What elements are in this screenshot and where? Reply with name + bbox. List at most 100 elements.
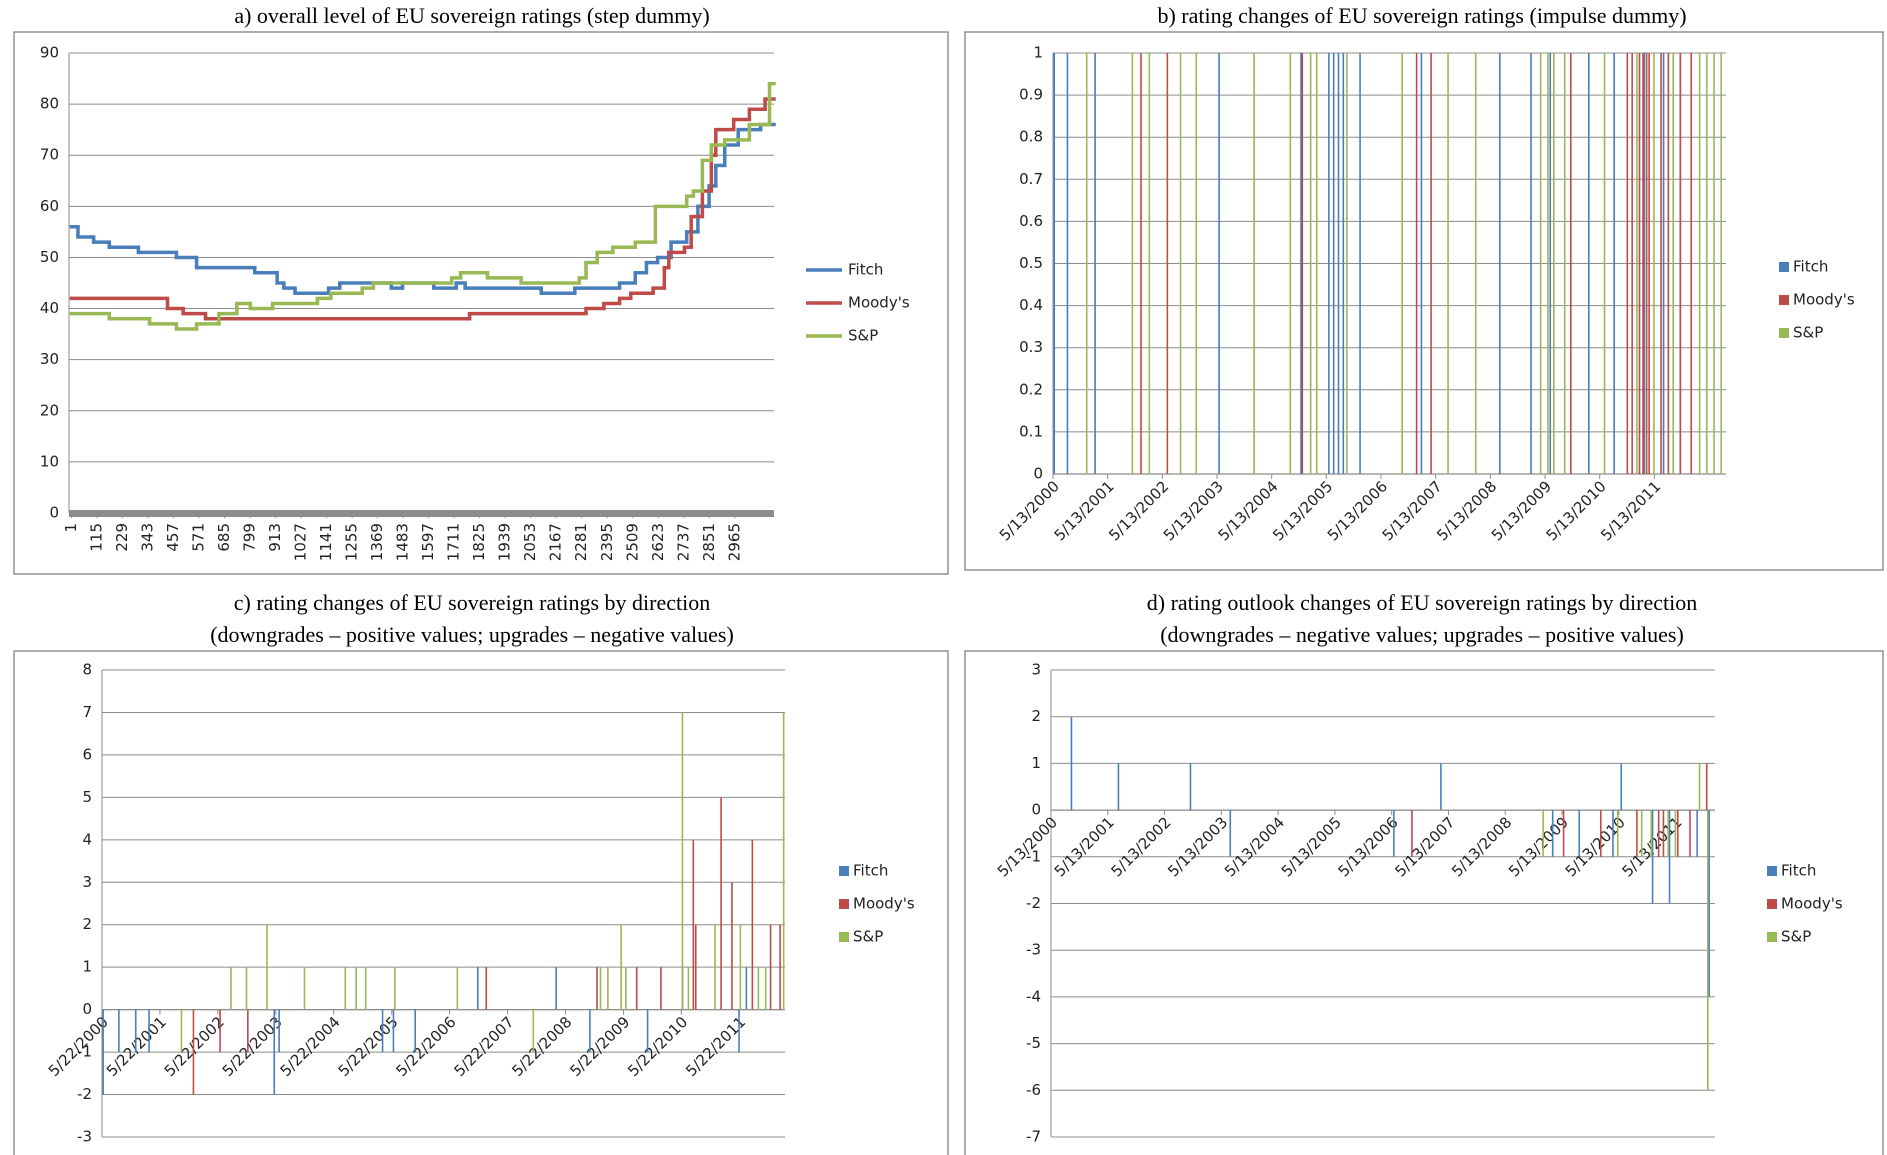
y-tick-label: -1: [77, 1043, 92, 1061]
legend-marker: [1767, 899, 1777, 909]
x-tick-label: 343: [139, 523, 157, 552]
x-tick-label: 1141: [317, 523, 335, 561]
chart-subtitle: (downgrades – positive values; upgrades …: [210, 622, 734, 647]
x-tick-label: 5/13/2010: [1562, 813, 1629, 880]
y-tick-label: 0.2: [1019, 380, 1043, 398]
y-tick-label: 0.5: [1019, 254, 1043, 272]
y-tick-label: -6: [1026, 1081, 1041, 1099]
x-tick-label: 1255: [343, 523, 361, 561]
x-tick-label: 2509: [623, 523, 641, 561]
x-tick-label: 5/13/2007: [1391, 813, 1458, 880]
x-tick-label: 5/22/2010: [624, 1013, 691, 1080]
y-tick-label: 0: [49, 504, 59, 522]
y-tick-label: -2: [1026, 894, 1041, 912]
y-tick-label: -5: [1026, 1034, 1041, 1052]
x-tick-label: 5/22/2006: [392, 1013, 459, 1080]
x-tick-label: 2851: [700, 523, 718, 561]
legend-label: Moody's: [1793, 291, 1855, 309]
y-tick-label: 8: [82, 661, 92, 679]
y-tick-label: 10: [40, 452, 59, 470]
x-tick-label: 1: [62, 523, 80, 533]
y-tick-label: 1: [1031, 754, 1041, 772]
y-tick-label: 6: [82, 745, 92, 763]
chart-title: a) overall level of EU sovereign ratings…: [234, 3, 709, 28]
y-tick-label: 0.6: [1019, 212, 1043, 230]
chart-subtitle: (downgrades – negative values; upgrades …: [1160, 622, 1684, 647]
y-tick-label: 40: [40, 299, 59, 317]
x-tick-label: 1939: [496, 523, 514, 561]
x-tick-label: 5/13/2002: [1107, 813, 1174, 880]
y-tick-label: -7: [1026, 1128, 1041, 1146]
legend-label: Fitch: [1793, 258, 1828, 276]
y-tick-label: -3: [1026, 941, 1041, 959]
x-tick-label: 5/13/2001: [1051, 813, 1118, 880]
x-tick-label: 5/22/2004: [277, 1013, 344, 1080]
y-tick-label: 0: [82, 1000, 92, 1018]
y-tick-label: 50: [40, 248, 59, 266]
y-tick-label: 0.9: [1019, 86, 1043, 104]
x-tick-label: 5/13/2004: [1221, 813, 1288, 880]
x-tick-label: 5/22/2009: [566, 1013, 633, 1080]
legend-marker: [1779, 262, 1789, 272]
y-tick-label: 1: [1033, 44, 1043, 62]
y-tick-label: 0.8: [1019, 128, 1043, 146]
legend-label: S&P: [853, 928, 883, 946]
panel-frame: [13, 650, 949, 1155]
y-tick-label: 1: [82, 958, 92, 976]
y-tick-label: 0: [1033, 465, 1043, 483]
y-tick-label: 60: [40, 197, 59, 215]
y-tick-label: 30: [40, 350, 59, 368]
legend-label: Fitch: [1781, 862, 1816, 880]
y-tick-label: -4: [1026, 987, 1041, 1005]
x-tick-label: 799: [241, 523, 259, 552]
y-tick-label: 7: [82, 703, 92, 721]
x-tick-label: 5/13/2009: [1505, 813, 1572, 880]
x-tick-label: 5/13/2008: [1448, 813, 1515, 880]
legend-label: Fitch: [848, 261, 883, 279]
legend-marker: [1767, 932, 1777, 942]
x-tick-label: 685: [215, 523, 233, 552]
x-tick-label: 457: [164, 523, 182, 552]
y-tick-label: 3: [1031, 661, 1041, 679]
y-tick-label: -2: [77, 1085, 92, 1103]
x-tick-label: 2965: [725, 523, 743, 561]
legend-marker: [839, 866, 849, 876]
legend-label: S&P: [1781, 928, 1811, 946]
chart-title: c) rating changes of EU sovereign rating…: [234, 590, 711, 615]
x-tick-label: 1027: [292, 523, 310, 561]
panel-frame: [13, 31, 949, 575]
legend-label: Moody's: [848, 294, 910, 312]
y-tick-label: 4: [82, 830, 92, 848]
x-tick-label: 5/13/2006: [1335, 813, 1402, 880]
x-tick-label: 2167: [547, 523, 565, 561]
x-tick-label: 5/22/2007: [450, 1013, 517, 1080]
legend-label: Fitch: [853, 862, 888, 880]
legend-marker: [1779, 295, 1789, 305]
chart-title: d) rating outlook changes of EU sovereig…: [1147, 590, 1697, 615]
legend-marker: [1767, 866, 1777, 876]
y-tick-label: 2: [82, 915, 92, 933]
legend-label: Moody's: [1781, 895, 1843, 913]
x-tick-label: 571: [190, 523, 208, 552]
y-tick-label: 5: [82, 788, 92, 806]
y-tick-label: 0: [1031, 801, 1041, 819]
panel-frame: [964, 650, 1884, 1155]
x-axis: [69, 510, 774, 517]
y-tick-label: 20: [40, 401, 59, 419]
x-tick-label: 2281: [572, 523, 590, 561]
legend-label: Moody's: [853, 895, 915, 913]
x-tick-label: 229: [113, 523, 131, 552]
legend-label: S&P: [848, 327, 878, 345]
x-tick-label: 5/13/2003: [1164, 813, 1231, 880]
x-tick-label: 115: [87, 523, 105, 552]
x-tick-label: 2737: [674, 523, 692, 561]
legend-marker: [1779, 328, 1789, 338]
y-tick-label: 80: [40, 95, 59, 113]
x-tick-label: 1483: [394, 523, 412, 561]
x-tick-label: 1369: [368, 523, 386, 561]
y-tick-label: -1: [1026, 847, 1041, 865]
y-tick-label: 0.7: [1019, 170, 1043, 188]
x-tick-label: 913: [266, 523, 284, 552]
x-tick-label: 5/22/2005: [335, 1013, 402, 1080]
